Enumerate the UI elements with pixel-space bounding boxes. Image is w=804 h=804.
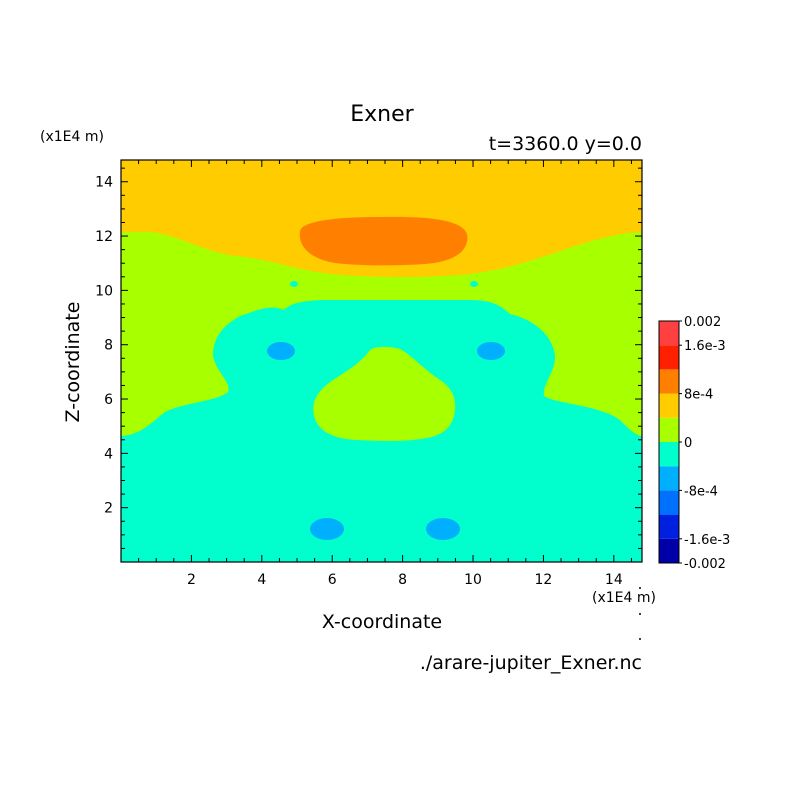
colorbar-label: -0.002 (684, 557, 726, 572)
x-tick-label: 8 (398, 572, 407, 588)
y-tick-label: 6 (104, 392, 113, 408)
x-unit-label: (x1E4 m) (592, 590, 656, 606)
x-tick-label: 2 (187, 572, 196, 588)
colorbar-labels: 0.002 1.6e-3 8e-4 0 -8e-4 -1.6e-3 -0.002 (679, 315, 730, 572)
colorbar-segment (659, 369, 679, 394)
region-core-maximum (299, 216, 468, 266)
colorbar-segment (659, 417, 679, 442)
colorbar-segment (659, 538, 679, 563)
colorbar-segment (659, 393, 679, 418)
colorbar-segment (659, 442, 679, 467)
region-minimum-spot (310, 518, 344, 540)
colorbar-label: 1.6e-3 (684, 339, 726, 354)
y-tick-label: 10 (95, 283, 113, 299)
contour-field (121, 160, 642, 562)
y-tick-label: 8 (104, 338, 113, 354)
x-axis-label: X-coordinate (322, 611, 442, 633)
colorbar-segment (659, 345, 679, 370)
region-small-spot (470, 281, 478, 287)
y-axis-label: Z-coordinate (62, 302, 84, 423)
source-file-label: ./arare-jupiter_Exner.nc (420, 652, 642, 674)
region-minimum-spot (267, 342, 295, 360)
plot-frame (120, 159, 643, 563)
decorative-dot (639, 638, 641, 640)
x-tick-label: 10 (464, 572, 482, 588)
colorbar-segment (659, 321, 679, 346)
decorative-dot (639, 587, 641, 589)
x-tick-label: 14 (605, 572, 623, 588)
x-tick-label: 4 (257, 572, 266, 588)
chart-title: Exner (350, 102, 414, 127)
colorbar-segment (659, 514, 679, 539)
chart-subtitle: t=3360.0 y=0.0 (489, 133, 642, 155)
y-unit-label: (x1E4 m) (40, 129, 104, 145)
region-small-spot (290, 281, 298, 287)
y-tick-label: 4 (104, 446, 113, 462)
region-minimum-spot (426, 518, 460, 540)
colorbar-label: 0 (684, 436, 692, 451)
y-tick-label: 12 (95, 229, 113, 245)
y-tick-label: 14 (95, 175, 113, 191)
colorbar-segment (659, 490, 679, 515)
x-tick-label: 6 (328, 572, 337, 588)
y-axis-ticks: 2 4 6 8 10 12 14 (95, 167, 642, 549)
x-axis-ticks: 2 4 6 8 10 12 14 (138, 160, 632, 588)
decorative-dot (639, 613, 641, 615)
colorbar-label: 0.002 (684, 315, 721, 330)
y-tick-label: 2 (104, 501, 113, 517)
colorbar-label: 8e-4 (684, 388, 713, 403)
region-middle-inner (313, 346, 456, 441)
colorbar-label: -1.6e-3 (684, 533, 730, 548)
colorbar-label: -8e-4 (684, 484, 718, 499)
colorbar-segment (659, 466, 679, 491)
region-minimum-spot (477, 342, 505, 360)
colorbar (658, 320, 680, 564)
x-tick-label: 12 (535, 572, 553, 588)
